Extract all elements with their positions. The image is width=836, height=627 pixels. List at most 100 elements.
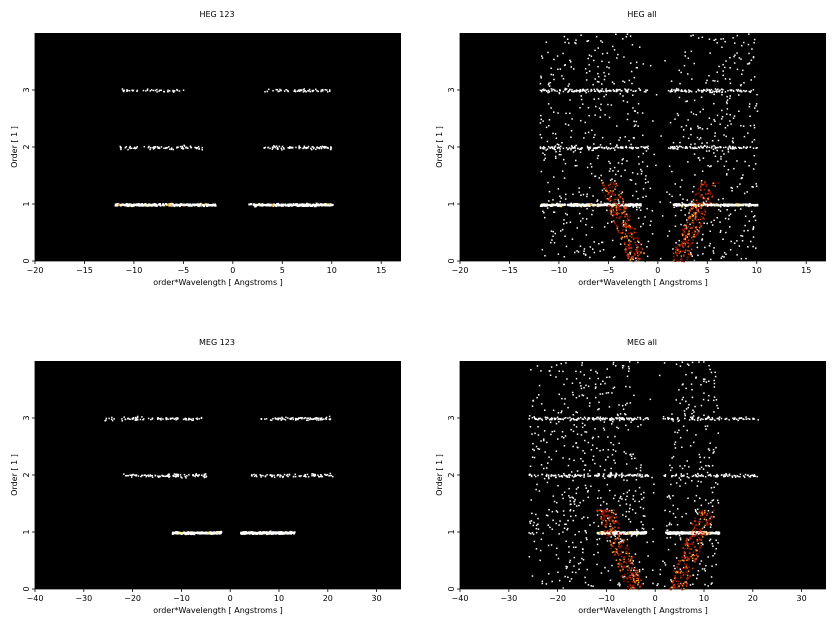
data-point — [555, 364, 558, 366]
data-point — [269, 419, 272, 421]
data-point — [545, 203, 548, 206]
data-point — [597, 472, 599, 475]
data-point — [132, 417, 134, 419]
x-tick-label: 0 — [228, 594, 233, 603]
data-point — [714, 185, 716, 187]
data-point — [645, 531, 648, 534]
data-point — [588, 70, 591, 72]
data-point — [629, 235, 631, 237]
data-point — [124, 475, 127, 477]
data-point — [677, 146, 680, 149]
data-point — [531, 405, 534, 407]
data-point — [310, 147, 312, 150]
data-point — [529, 532, 532, 535]
data-point — [550, 433, 552, 436]
data-point — [692, 219, 694, 222]
data-point — [700, 225, 702, 227]
data-point — [675, 533, 677, 536]
data-point — [708, 89, 711, 92]
data-point — [151, 474, 153, 477]
data-point — [725, 160, 728, 163]
data-point — [593, 521, 595, 524]
data-point — [536, 483, 538, 486]
data-point — [176, 417, 178, 419]
data-point — [637, 238, 639, 240]
data-point — [578, 530, 580, 533]
data-point — [716, 114, 719, 117]
data-point — [637, 217, 640, 219]
data-point — [618, 231, 620, 234]
data-point — [564, 123, 567, 125]
data-point — [647, 555, 649, 557]
data-point — [671, 417, 673, 420]
data-point — [701, 542, 703, 544]
data-point — [688, 230, 690, 232]
data-point — [561, 475, 563, 477]
data-point — [683, 64, 686, 67]
data-point — [606, 475, 609, 477]
data-point — [697, 37, 700, 39]
data-point — [306, 147, 309, 149]
data-point — [702, 90, 704, 93]
data-point — [629, 240, 632, 243]
data-point — [575, 475, 577, 477]
data-point — [570, 136, 572, 138]
data-point — [638, 250, 640, 252]
data-point — [259, 203, 262, 206]
data-point — [639, 243, 641, 245]
data-point — [721, 46, 723, 48]
data-point — [143, 204, 146, 207]
data-point — [625, 90, 627, 93]
data-point — [640, 424, 642, 426]
data-point — [598, 107, 601, 109]
data-point — [733, 115, 736, 117]
data-point — [613, 147, 615, 149]
data-point — [294, 417, 297, 420]
data-point — [569, 112, 571, 115]
data-point — [622, 38, 624, 40]
data-point — [720, 38, 722, 40]
data-point — [653, 153, 655, 156]
data-point — [628, 510, 630, 513]
data-point — [625, 510, 628, 513]
data-point — [644, 417, 646, 420]
data-point — [609, 417, 612, 420]
data-point — [194, 475, 196, 478]
data-point — [200, 417, 203, 420]
data-point — [160, 146, 163, 148]
data-point — [609, 168, 612, 170]
x-axis-label: order*Wavelength [ Angstroms ] — [153, 606, 283, 615]
data-point — [710, 123, 712, 126]
data-point — [583, 374, 585, 376]
data-point — [687, 57, 690, 59]
data-point — [624, 413, 626, 415]
data-point — [535, 548, 538, 550]
data-point — [705, 381, 708, 383]
data-point — [542, 152, 544, 154]
data-point — [285, 474, 288, 477]
data-point — [571, 382, 574, 384]
data-point — [563, 256, 566, 258]
data-point — [289, 146, 291, 149]
data-point — [626, 220, 629, 223]
data-point — [629, 521, 632, 523]
data-point — [581, 418, 584, 420]
data-point — [540, 114, 542, 117]
data-point — [550, 146, 553, 148]
data-point — [607, 184, 610, 187]
data-point — [543, 438, 545, 440]
data-point — [590, 585, 592, 587]
data-point — [597, 72, 599, 75]
data-point — [538, 417, 541, 420]
data-point — [614, 535, 616, 537]
data-point — [260, 476, 262, 478]
data-point — [588, 64, 590, 66]
data-point — [645, 175, 647, 177]
data-point — [616, 530, 619, 533]
data-point — [299, 146, 302, 149]
data-point — [177, 474, 179, 477]
data-point — [757, 419, 759, 421]
data-point — [573, 556, 576, 559]
data-point — [740, 258, 743, 260]
data-point — [282, 203, 284, 206]
